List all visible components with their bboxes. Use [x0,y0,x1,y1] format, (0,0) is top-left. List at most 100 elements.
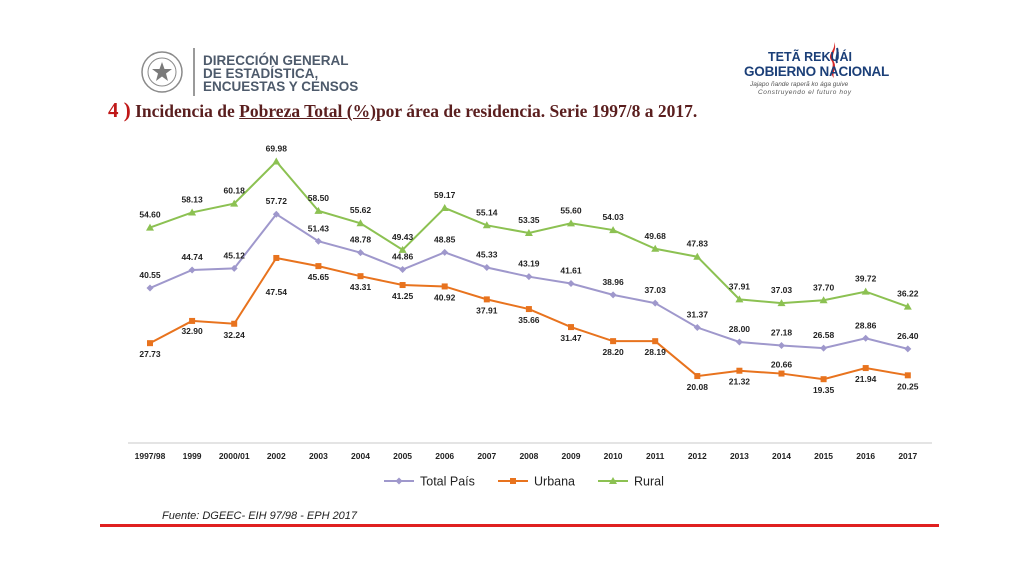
data-label: 37.03 [771,285,793,295]
data-label: 35.66 [518,315,540,325]
data-label: 20.25 [897,381,919,391]
data-label: 44.74 [181,252,203,262]
data-point-marker [272,157,281,165]
data-label: 49.68 [645,231,667,241]
data-label: 60.18 [224,186,246,196]
x-tick-label: 2014 [772,451,791,461]
data-label: 21.94 [855,374,877,384]
org-line-3: ENCUESTAS Y CENSOS [203,79,359,94]
org-line-1: DIRECCIÓN GENERAL [203,53,349,68]
data-label: 49.43 [392,232,414,242]
data-point-marker [778,370,785,377]
data-point-marker [356,219,365,227]
x-tick-label: 2012 [688,451,707,461]
data-point-marker [777,299,786,307]
x-tick-label: 2006 [435,451,454,461]
x-tick-label: 2005 [393,451,412,461]
data-label: 40.92 [434,292,456,302]
data-point-marker [231,320,238,327]
national-seal-icon [141,51,183,93]
data-label: 27.18 [771,328,793,338]
x-tick-label: 2016 [856,451,875,461]
data-point-marker [567,279,575,287]
data-point-marker [693,252,702,260]
data-point-marker [567,219,575,227]
data-label: 55.14 [476,207,498,217]
data-point-marker [189,317,196,324]
data-point-marker [904,372,911,379]
data-label: 37.91 [729,281,751,291]
data-label: 38.96 [602,277,624,287]
data-label: 45.33 [476,249,498,259]
data-label: 20.08 [687,382,709,392]
data-point-marker [147,340,153,347]
x-tick-label: 1999 [183,451,202,461]
header-divider [193,48,195,96]
data-point-marker [694,373,701,380]
x-tick-label: 2004 [351,451,370,461]
data-point-marker [652,338,659,345]
data-point-marker [314,237,322,245]
slide-title: 4 ) Incidencia de Pobreza Total (%)por á… [108,98,697,123]
header: DIRECCIÓN GENERAL DE ESTADÍSTICA, ENCUES… [0,0,1024,100]
data-point-marker [146,223,154,231]
data-point-marker [398,245,407,253]
flame-icon [829,42,839,78]
data-label: 31.37 [687,310,709,320]
data-label: 28.20 [602,347,624,357]
data-point-marker [146,284,154,292]
data-label: 41.25 [392,291,414,301]
gobierno-nacional-logo: TETÃ REKUÁI GOBIERNO NACIONAL Jajapo ñan… [744,40,914,100]
data-label: 58.13 [181,194,203,204]
data-point-marker [399,266,407,274]
data-point-marker [903,302,912,310]
data-label: 31.47 [560,333,582,343]
x-tick-label: 2017 [898,451,917,461]
data-label: 26.58 [813,330,835,340]
data-point-marker [524,228,533,236]
x-tick-label: 2003 [309,451,328,461]
data-point-marker [441,283,448,290]
data-label: 40.55 [139,270,161,280]
legend-marker [510,478,516,484]
data-point-marker [568,324,574,331]
data-label: 43.31 [350,282,372,292]
data-point-marker [735,295,744,303]
data-label: 44.86 [392,252,414,262]
data-point-marker [651,299,659,307]
data-label: 26.40 [897,331,919,341]
data-label: 36.22 [897,289,919,299]
data-label: 28.19 [645,347,667,357]
data-label: 47.54 [266,287,288,297]
data-point-marker [188,266,196,274]
data-label: 43.19 [518,259,540,269]
data-label: 37.03 [645,285,667,295]
data-point-marker [820,344,828,352]
data-point-marker [230,264,238,272]
data-point-marker [610,338,617,345]
legend-marker [395,477,403,485]
data-point-marker [735,338,743,346]
data-point-marker [273,254,280,261]
data-label: 57.72 [266,196,288,206]
data-point-marker [693,324,701,332]
data-label: 39.72 [855,274,877,284]
data-point-marker [315,263,322,270]
legend-label: Urbana [534,475,575,489]
data-label: 45.12 [224,250,246,260]
data-point-marker [904,345,912,353]
data-label: 48.78 [350,235,372,245]
legend-marker [609,477,617,484]
org-line-2: DE ESTADÍSTICA, [203,66,319,81]
data-label: 55.62 [350,205,372,215]
x-tick-label: 2010 [604,451,623,461]
data-label: 41.61 [560,265,582,275]
data-point-marker [609,291,617,299]
data-point-marker [483,296,490,303]
data-label: 28.00 [729,324,751,334]
x-tick-label: 2013 [730,451,749,461]
data-label: 32.24 [224,330,246,340]
data-label: 69.98 [266,143,288,153]
data-label: 47.83 [687,239,709,249]
data-point-marker [861,287,870,295]
